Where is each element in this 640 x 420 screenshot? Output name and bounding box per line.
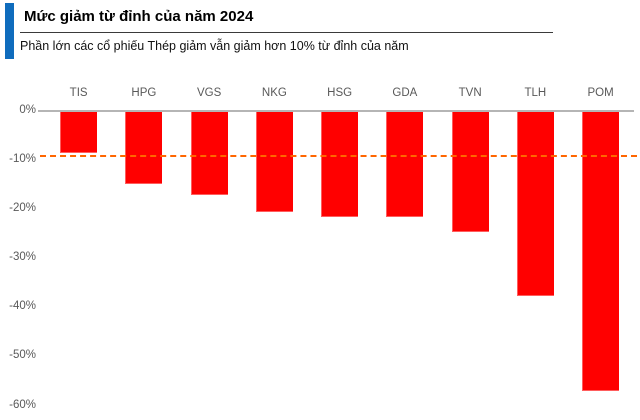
bar-pom	[582, 110, 620, 392]
category-label-hsg: HSG	[327, 87, 353, 99]
accent-bar	[5, 3, 14, 59]
reference-dashed-line	[40, 154, 637, 157]
y-tick-label: 0%	[19, 103, 36, 116]
bar-vgs	[190, 110, 228, 195]
bar-tvn	[451, 110, 489, 233]
category-label-vgs: VGS	[196, 87, 222, 99]
bar-tis	[60, 110, 98, 154]
bar-hsg	[321, 110, 359, 218]
category-label-nkg: NKG	[261, 87, 287, 99]
bar-nkg	[255, 110, 293, 213]
y-tick-label: -30%	[9, 251, 36, 263]
y-tick-label: -60%	[9, 398, 36, 411]
header-divider	[20, 32, 553, 33]
category-label-tlh: TLH	[524, 87, 547, 99]
category-label-hpg: HPG	[131, 87, 157, 99]
category-label-tis: TIS	[69, 87, 88, 99]
y-tick-label: -10%	[9, 152, 36, 165]
chart-subtitle: Phần lớn các cổ phiếu Thép giảm vẫn giảm…	[20, 39, 409, 53]
y-tick-label: -40%	[9, 300, 36, 313]
category-label-pom: POM	[587, 87, 614, 99]
bar-hpg	[125, 110, 163, 185]
bar-gda	[386, 110, 424, 218]
category-label-gda: GDA	[392, 87, 418, 99]
bar-tlh	[516, 110, 554, 297]
category-label-tvn: TVN	[458, 87, 482, 99]
y-tick-label: -50%	[9, 349, 36, 362]
zero-axis-line	[38, 110, 634, 112]
chart-title: Mức giảm từ đỉnh của năm 2024	[24, 8, 254, 25]
y-tick-label: -20%	[9, 201, 36, 214]
